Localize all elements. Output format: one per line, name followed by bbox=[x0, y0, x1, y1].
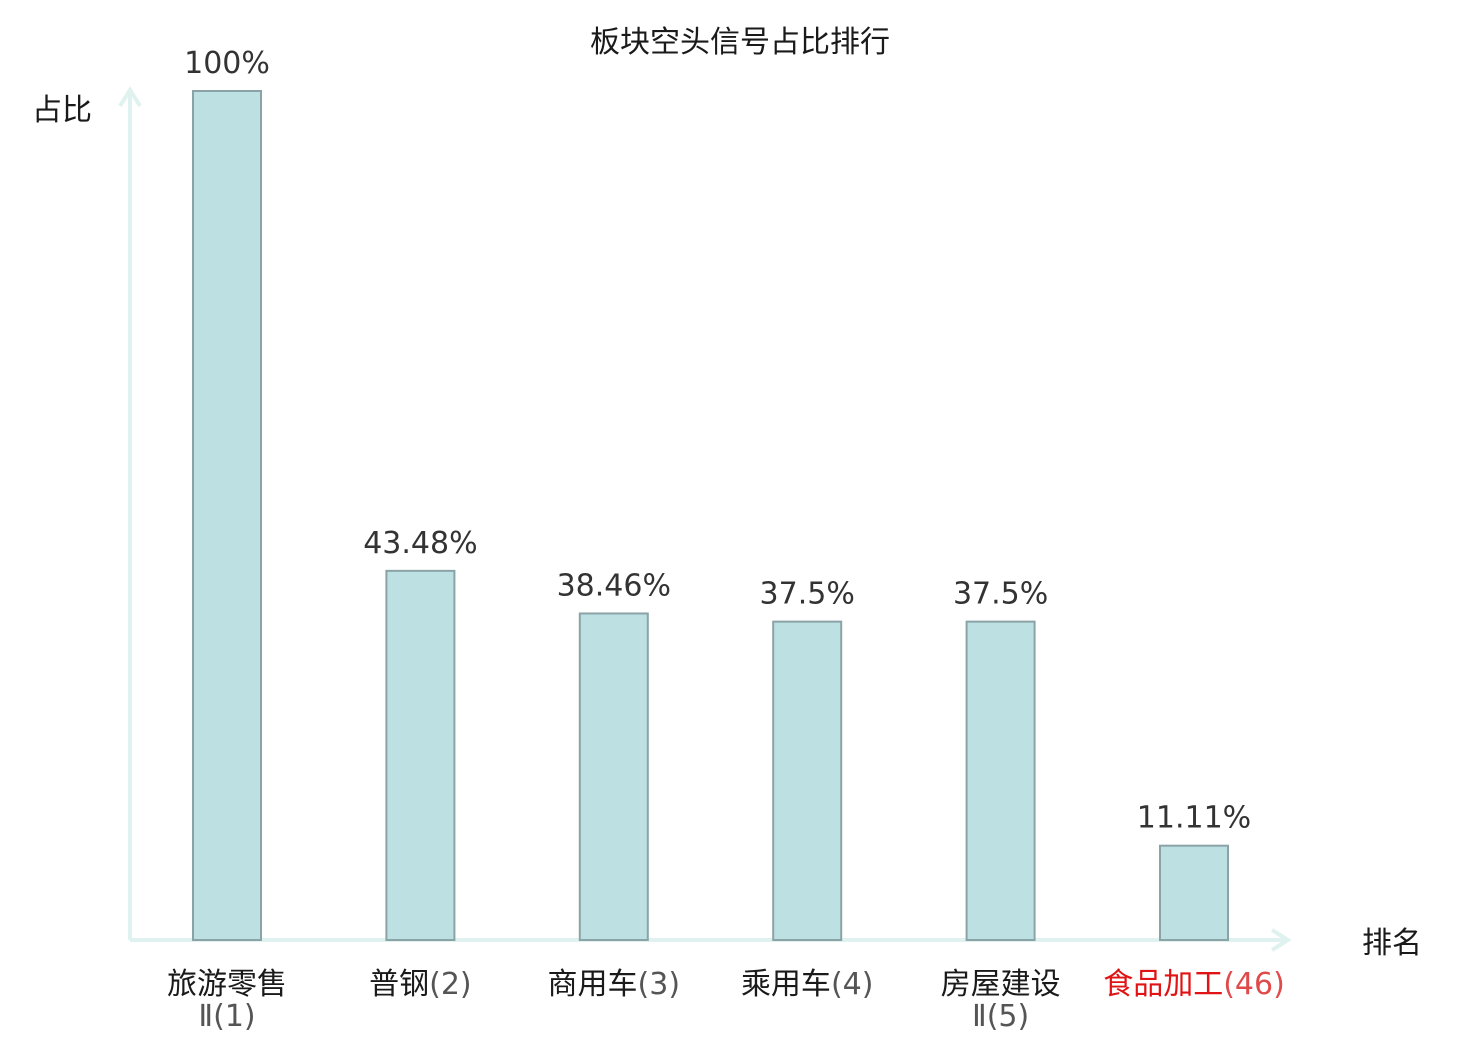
x-tick-label: 乘用车(4) bbox=[741, 967, 874, 1002]
bar bbox=[965, 620, 1036, 941]
x-tick-label: 房屋建设 bbox=[941, 967, 1061, 1002]
x-tick-rank: (2) bbox=[429, 967, 472, 1002]
bar-value-label: 38.46% bbox=[557, 568, 671, 603]
bar bbox=[578, 612, 649, 941]
axes bbox=[118, 86, 1292, 952]
x-tick-label: 旅游零售 bbox=[167, 967, 287, 1002]
y-axis-arrow bbox=[118, 86, 142, 108]
bar-value-label: 37.5% bbox=[760, 577, 855, 612]
x-tick-rank: (3) bbox=[638, 967, 681, 1002]
bar-value-label: 37.5% bbox=[953, 577, 1048, 612]
bar bbox=[385, 569, 456, 941]
x-tick-label: 食品加工(46) bbox=[1103, 967, 1285, 1002]
value-labels-group: 100% 43.48% 38.46% 37.5% 37.5% 11.11% bbox=[184, 46, 1251, 836]
x-tick-label: 商用车(3) bbox=[548, 967, 681, 1002]
x-tick-name: 商用车 bbox=[548, 967, 638, 1002]
bar-value-label: 100% bbox=[184, 46, 270, 81]
bar bbox=[1159, 844, 1229, 941]
bar-value-label: 43.48% bbox=[363, 526, 477, 561]
x-tick-name: 食品加工 bbox=[1103, 967, 1223, 1002]
bar-value-label: 11.11% bbox=[1137, 801, 1251, 836]
x-tick-rank-label: Ⅱ(5) bbox=[972, 999, 1029, 1034]
x-tick-rank: (46) bbox=[1223, 967, 1285, 1002]
x-tick-name: 乘用车 bbox=[741, 967, 831, 1002]
x-tick-rank-label: Ⅱ(1) bbox=[198, 999, 255, 1034]
bar bbox=[772, 620, 843, 941]
x-tick-name: 普钢 bbox=[369, 967, 429, 1002]
bar bbox=[192, 90, 262, 941]
bars-group bbox=[192, 90, 1229, 941]
chart-title: 板块空头信号占比排行 bbox=[590, 25, 890, 60]
x-tick-label: 普钢(2) bbox=[369, 967, 472, 1002]
x-axis-label: 排名 bbox=[1362, 926, 1422, 961]
x-tick-rank: (4) bbox=[831, 967, 874, 1002]
y-axis-label: 占比 bbox=[32, 93, 92, 128]
x-axis-arrow bbox=[1270, 928, 1292, 952]
